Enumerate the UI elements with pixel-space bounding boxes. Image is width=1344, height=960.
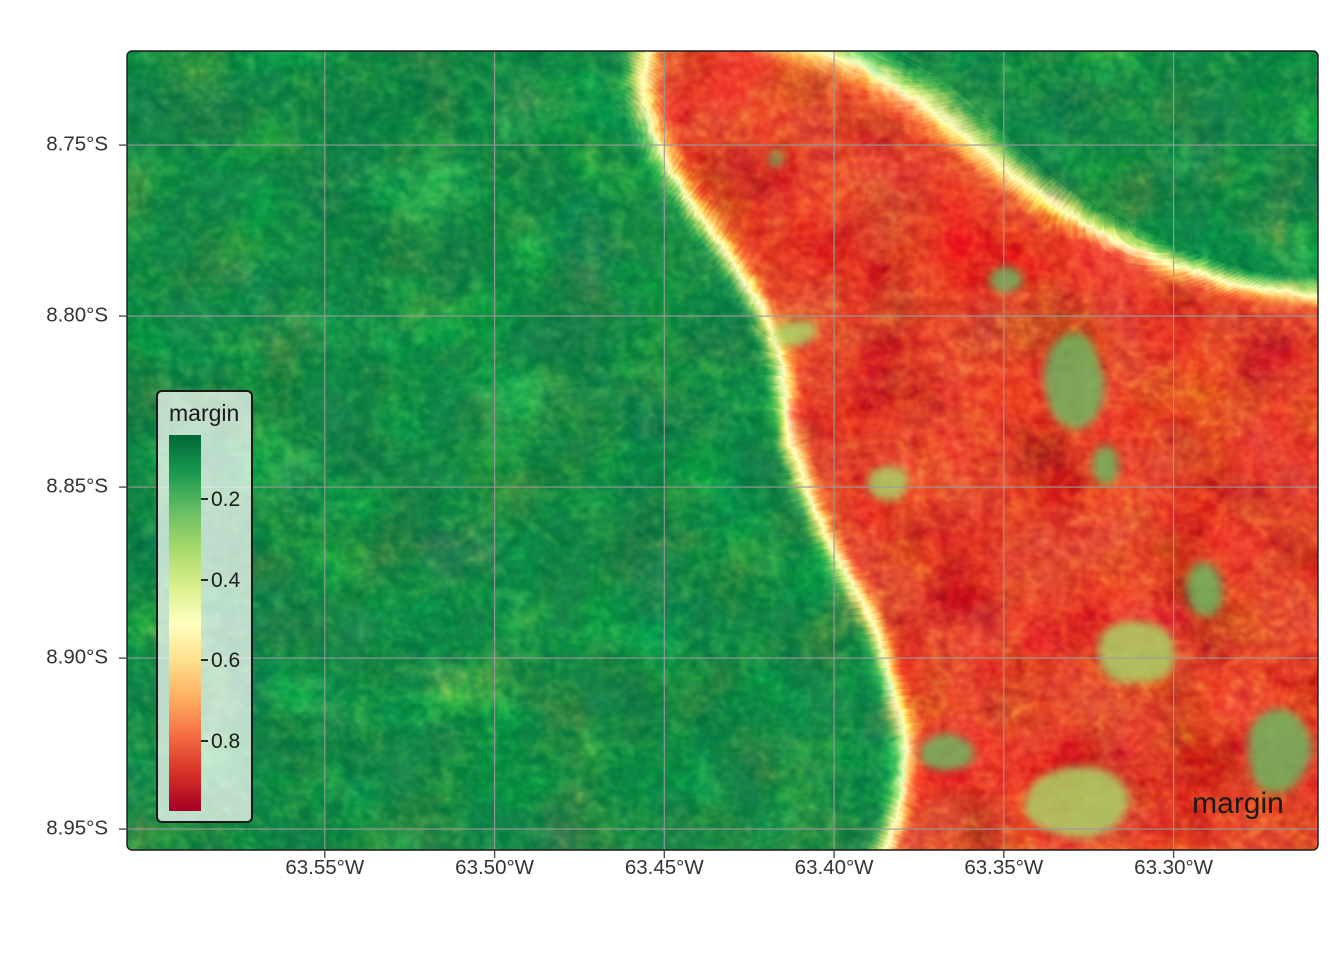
- svg-text:margin: margin: [1192, 787, 1284, 820]
